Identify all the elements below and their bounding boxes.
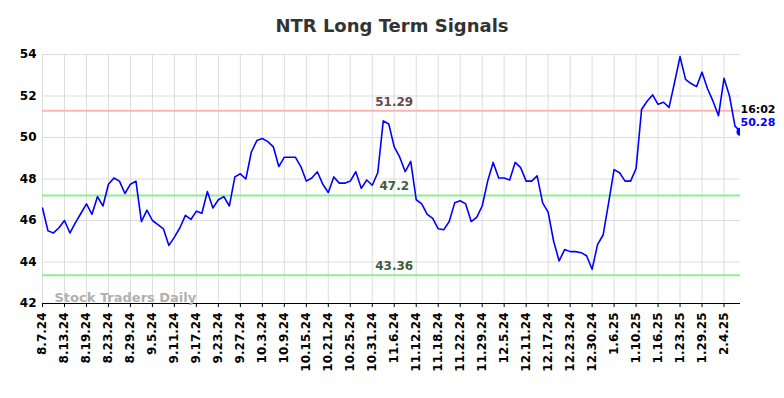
svg-text:11.22.24: 11.22.24 (453, 313, 467, 372)
svg-text:10.31.24: 10.31.24 (365, 313, 379, 372)
svg-text:1.6.25: 1.6.25 (607, 313, 621, 356)
svg-text:10.21.24: 10.21.24 (321, 313, 335, 372)
svg-text:1.29.25: 1.29.25 (695, 313, 709, 364)
svg-text:8.13.24: 8.13.24 (57, 313, 71, 364)
svg-text:48: 48 (20, 172, 37, 186)
svg-text:43.36: 43.36 (375, 259, 413, 273)
svg-text:50: 50 (20, 130, 37, 144)
svg-text:50.28: 50.28 (741, 116, 776, 129)
svg-text:12.23.24: 12.23.24 (563, 313, 577, 372)
svg-text:9.5.24: 9.5.24 (145, 313, 159, 356)
svg-text:8.29.24: 8.29.24 (123, 313, 137, 364)
svg-text:11.18.24: 11.18.24 (431, 313, 445, 372)
svg-text:8.7.24: 8.7.24 (35, 313, 49, 356)
svg-text:9.23.24: 9.23.24 (211, 313, 225, 364)
svg-text:12.5.24: 12.5.24 (497, 313, 511, 364)
svg-text:54: 54 (20, 47, 37, 61)
svg-text:12.11.24: 12.11.24 (519, 313, 533, 372)
svg-text:11.29.24: 11.29.24 (475, 313, 489, 372)
svg-text:44: 44 (20, 255, 37, 269)
svg-text:9.11.24: 9.11.24 (167, 313, 181, 364)
svg-text:11.12.24: 11.12.24 (409, 313, 423, 372)
svg-text:12.30.24: 12.30.24 (585, 313, 599, 372)
svg-text:9.27.24: 9.27.24 (233, 313, 247, 364)
svg-text:10.9.24: 10.9.24 (277, 313, 291, 364)
svg-text:42: 42 (20, 296, 37, 310)
svg-text:9.17.24: 9.17.24 (189, 313, 203, 364)
svg-text:8.19.24: 8.19.24 (79, 313, 93, 364)
svg-text:52: 52 (20, 89, 37, 103)
svg-text:Stock Traders Daily: Stock Traders Daily (55, 290, 197, 305)
svg-text:1.23.25: 1.23.25 (673, 313, 687, 364)
svg-text:10.15.24: 10.15.24 (299, 313, 313, 372)
svg-text:10.25.24: 10.25.24 (343, 313, 357, 372)
svg-text:2.4.25: 2.4.25 (717, 313, 731, 356)
svg-text:16:02: 16:02 (741, 103, 776, 116)
svg-text:10.3.24: 10.3.24 (255, 313, 269, 364)
html-text:NTR Long Term Signals: NTR Long Term Signals (275, 15, 509, 36)
svg-text:12.17.24: 12.17.24 (541, 313, 555, 372)
svg-text:1.10.25: 1.10.25 (629, 313, 643, 364)
svg-text:47.2: 47.2 (379, 179, 409, 193)
svg-text:46: 46 (20, 213, 37, 227)
svg-text:8.23.24: 8.23.24 (101, 313, 115, 364)
svg-text:11.6.24: 11.6.24 (387, 313, 401, 364)
svg-text:51.29: 51.29 (375, 95, 413, 109)
svg-text:1.16.25: 1.16.25 (651, 313, 665, 364)
